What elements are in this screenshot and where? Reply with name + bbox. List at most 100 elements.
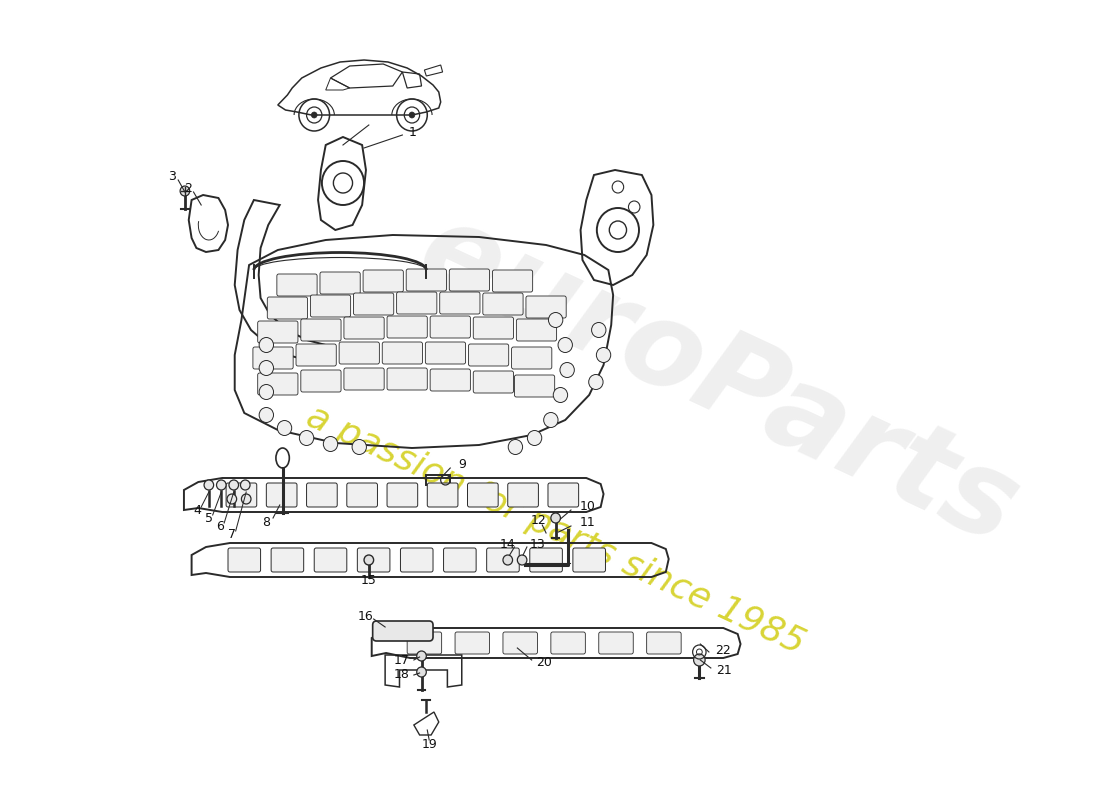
FancyBboxPatch shape: [598, 632, 634, 654]
Circle shape: [596, 347, 611, 362]
FancyBboxPatch shape: [473, 371, 514, 393]
FancyBboxPatch shape: [382, 342, 422, 364]
FancyBboxPatch shape: [508, 483, 538, 507]
Text: 2: 2: [184, 182, 191, 194]
FancyBboxPatch shape: [266, 483, 297, 507]
FancyBboxPatch shape: [406, 269, 447, 291]
Circle shape: [311, 112, 317, 118]
Text: 4: 4: [194, 503, 201, 517]
Text: 1: 1: [409, 126, 417, 139]
FancyBboxPatch shape: [473, 317, 514, 339]
FancyBboxPatch shape: [430, 369, 471, 391]
Circle shape: [352, 439, 366, 454]
Circle shape: [560, 362, 574, 378]
Circle shape: [409, 112, 415, 118]
Circle shape: [241, 494, 251, 504]
FancyBboxPatch shape: [469, 344, 508, 366]
Circle shape: [543, 413, 558, 427]
Circle shape: [417, 651, 427, 661]
FancyBboxPatch shape: [253, 347, 294, 369]
Text: 15: 15: [361, 574, 377, 586]
FancyBboxPatch shape: [300, 319, 341, 341]
Text: 22: 22: [715, 643, 730, 657]
FancyBboxPatch shape: [387, 483, 418, 507]
Text: 21: 21: [716, 665, 733, 678]
Text: 12: 12: [530, 514, 547, 527]
FancyBboxPatch shape: [267, 297, 308, 319]
FancyBboxPatch shape: [427, 483, 458, 507]
Circle shape: [227, 494, 236, 504]
FancyBboxPatch shape: [344, 317, 384, 339]
FancyBboxPatch shape: [373, 621, 433, 641]
Circle shape: [503, 555, 513, 565]
Circle shape: [551, 513, 560, 523]
Circle shape: [260, 338, 274, 353]
Circle shape: [241, 480, 250, 490]
FancyBboxPatch shape: [310, 295, 351, 317]
FancyBboxPatch shape: [228, 548, 261, 572]
FancyBboxPatch shape: [387, 368, 427, 390]
Text: 5: 5: [205, 511, 212, 525]
Circle shape: [260, 407, 274, 422]
Text: 14: 14: [499, 538, 516, 550]
Circle shape: [549, 313, 563, 327]
FancyBboxPatch shape: [573, 548, 605, 572]
FancyBboxPatch shape: [486, 548, 519, 572]
FancyBboxPatch shape: [430, 316, 471, 338]
Circle shape: [553, 387, 568, 402]
FancyBboxPatch shape: [271, 548, 304, 572]
FancyBboxPatch shape: [339, 342, 380, 364]
FancyBboxPatch shape: [397, 292, 437, 314]
Circle shape: [588, 374, 603, 390]
FancyBboxPatch shape: [449, 269, 490, 291]
Text: 16: 16: [359, 610, 374, 622]
FancyBboxPatch shape: [227, 483, 256, 507]
FancyBboxPatch shape: [257, 373, 298, 395]
Circle shape: [417, 667, 427, 677]
FancyBboxPatch shape: [503, 632, 538, 654]
FancyBboxPatch shape: [257, 321, 298, 343]
Text: 11: 11: [580, 517, 595, 530]
FancyBboxPatch shape: [526, 296, 566, 318]
FancyBboxPatch shape: [515, 375, 554, 397]
Text: 17: 17: [394, 654, 410, 666]
Circle shape: [299, 430, 314, 446]
Text: 19: 19: [421, 738, 437, 751]
Circle shape: [205, 480, 213, 490]
FancyBboxPatch shape: [512, 347, 552, 369]
Circle shape: [527, 430, 542, 446]
Text: 3: 3: [168, 170, 176, 183]
Circle shape: [260, 361, 274, 375]
FancyBboxPatch shape: [296, 344, 337, 366]
FancyBboxPatch shape: [455, 632, 490, 654]
FancyBboxPatch shape: [300, 370, 341, 392]
Text: euroParts: euroParts: [402, 191, 1036, 569]
FancyBboxPatch shape: [530, 548, 562, 572]
Circle shape: [364, 555, 374, 565]
FancyBboxPatch shape: [346, 483, 377, 507]
FancyBboxPatch shape: [407, 632, 441, 654]
FancyBboxPatch shape: [400, 548, 433, 572]
Circle shape: [229, 480, 239, 490]
Text: 18: 18: [394, 669, 410, 682]
FancyBboxPatch shape: [315, 548, 346, 572]
Text: 8: 8: [262, 515, 271, 529]
Circle shape: [508, 439, 522, 454]
Text: 7: 7: [228, 527, 235, 541]
FancyBboxPatch shape: [353, 293, 394, 315]
Text: 10: 10: [580, 501, 595, 514]
Circle shape: [323, 437, 338, 451]
Circle shape: [694, 654, 705, 666]
Circle shape: [517, 555, 527, 565]
FancyBboxPatch shape: [277, 274, 317, 296]
FancyBboxPatch shape: [548, 483, 579, 507]
FancyBboxPatch shape: [493, 270, 532, 292]
Text: 20: 20: [537, 657, 552, 670]
FancyBboxPatch shape: [440, 292, 480, 314]
FancyBboxPatch shape: [516, 319, 557, 341]
FancyBboxPatch shape: [426, 342, 465, 364]
FancyBboxPatch shape: [344, 368, 384, 390]
Circle shape: [180, 186, 189, 196]
Circle shape: [260, 385, 274, 399]
FancyBboxPatch shape: [320, 272, 360, 294]
